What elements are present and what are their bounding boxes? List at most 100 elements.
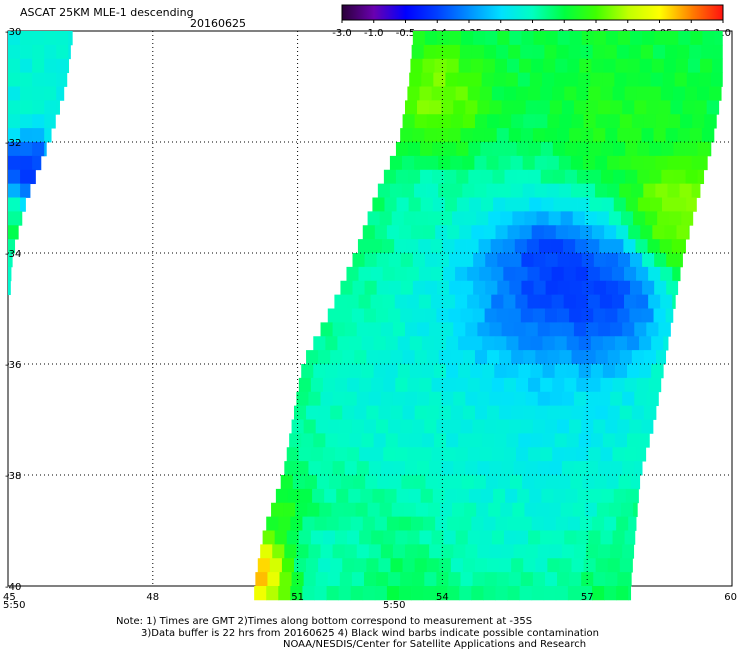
heatmap-cell [643, 155, 656, 171]
heatmap-cell [32, 58, 45, 74]
heatmap-cell [552, 169, 566, 185]
heatmap-cell [20, 86, 33, 101]
heatmap-cell [548, 211, 562, 226]
x-tick-label: 57 [581, 592, 594, 603]
heatmap-cell [564, 530, 577, 545]
heatmap-cell [542, 336, 556, 351]
heatmap-cell [595, 350, 609, 365]
heatmap-cell [455, 86, 469, 101]
heatmap-cell [380, 461, 394, 476]
heatmap-cell [347, 377, 360, 393]
heatmap-cell [636, 86, 650, 101]
heatmap-cell [411, 44, 425, 60]
heatmap-cell [510, 155, 524, 171]
heatmap-cell [539, 266, 553, 282]
heatmap-cell [44, 142, 47, 157]
heatmap-cell [579, 516, 593, 531]
heatmap-cell [706, 100, 720, 115]
heatmap-cell [491, 86, 505, 101]
heatmap-cell [582, 155, 596, 171]
heatmap-cell [519, 58, 532, 74]
heatmap-cell [8, 169, 21, 185]
heatmap-cell [344, 544, 358, 559]
heatmap-cell [500, 211, 513, 226]
heatmap-cell [494, 58, 508, 74]
heatmap-cell [518, 336, 531, 351]
heatmap-cell [363, 572, 377, 587]
heatmap-cell [431, 447, 445, 462]
heatmap-cell [486, 155, 499, 171]
heatmap-cell [20, 142, 33, 157]
y-tick-label: -30 [5, 27, 21, 38]
heatmap-cell [473, 475, 487, 490]
heatmap-cell [564, 142, 578, 157]
heatmap-cell [520, 572, 534, 587]
heatmap-cell [549, 100, 563, 115]
heatmap-cell [655, 155, 668, 171]
heatmap-cell [544, 419, 558, 434]
heatmap-cell [601, 488, 615, 504]
heatmap-cell [474, 405, 488, 420]
heatmap-cell [432, 488, 446, 504]
heatmap-cell [575, 294, 589, 309]
heatmap-cell [456, 169, 469, 185]
heatmap-cell [540, 377, 553, 393]
heatmap-cell [492, 142, 505, 157]
heatmap-cell [422, 58, 435, 74]
heatmap-cell [480, 142, 493, 157]
heatmap-cell [511, 350, 524, 365]
heatmap-cell [536, 502, 549, 518]
heatmap-cell [600, 447, 613, 462]
heatmap-cell [278, 586, 291, 601]
heatmap-cell [479, 86, 493, 101]
heatmap-cell [585, 461, 599, 476]
chart-title: ASCAT 25KM MLE-1 descending [20, 6, 194, 19]
heatmap-cell [426, 350, 440, 365]
heatmap-cell [401, 155, 415, 171]
heatmap-cell [535, 405, 548, 420]
heatmap-cell [339, 572, 353, 587]
heatmap-cell [529, 72, 543, 87]
heatmap-cell [521, 31, 534, 46]
heatmap-cell [20, 197, 26, 212]
heatmap-cell [613, 488, 627, 504]
heatmap-cell [636, 294, 649, 309]
heatmap-cell [552, 530, 565, 545]
heatmap-cell [412, 253, 426, 268]
heatmap-cell [578, 433, 592, 448]
heatmap-cell [666, 31, 679, 46]
heatmap-cell [447, 44, 461, 60]
heatmap-cell [503, 377, 517, 393]
heatmap-cell [659, 239, 673, 254]
heatmap-cell [388, 280, 402, 296]
heatmap-cell [617, 31, 631, 46]
heatmap-cell [559, 114, 572, 129]
heatmap-cell [651, 58, 665, 74]
heatmap-cell [483, 516, 496, 531]
heatmap-cell [650, 72, 664, 87]
heatmap-cell [269, 558, 283, 573]
heatmap-cell [637, 197, 651, 212]
heatmap-cell [612, 530, 626, 545]
heatmap-cell [624, 447, 638, 462]
heatmap-cell [470, 433, 483, 448]
heatmap-cell [661, 169, 674, 185]
heatmap-cell [471, 516, 484, 531]
heatmap-cell [576, 169, 590, 185]
heatmap-cell [367, 211, 381, 226]
heatmap-cell [517, 72, 531, 87]
heatmap-cell [607, 350, 621, 365]
heatmap-cell [417, 391, 430, 407]
heatmap-cell [368, 461, 382, 476]
heatmap-cell [398, 586, 412, 601]
heatmap-cell [471, 225, 484, 240]
heatmap-cell [44, 100, 57, 115]
chart-date: 20160625 [190, 17, 246, 30]
heatmap-cell [605, 128, 618, 143]
heatmap-cell [511, 558, 524, 573]
heatmap-cell [607, 155, 620, 171]
heatmap-cell [32, 72, 45, 87]
heatmap-cell [566, 336, 580, 351]
heatmap-cell [448, 308, 461, 323]
heatmap-cell [639, 58, 653, 74]
